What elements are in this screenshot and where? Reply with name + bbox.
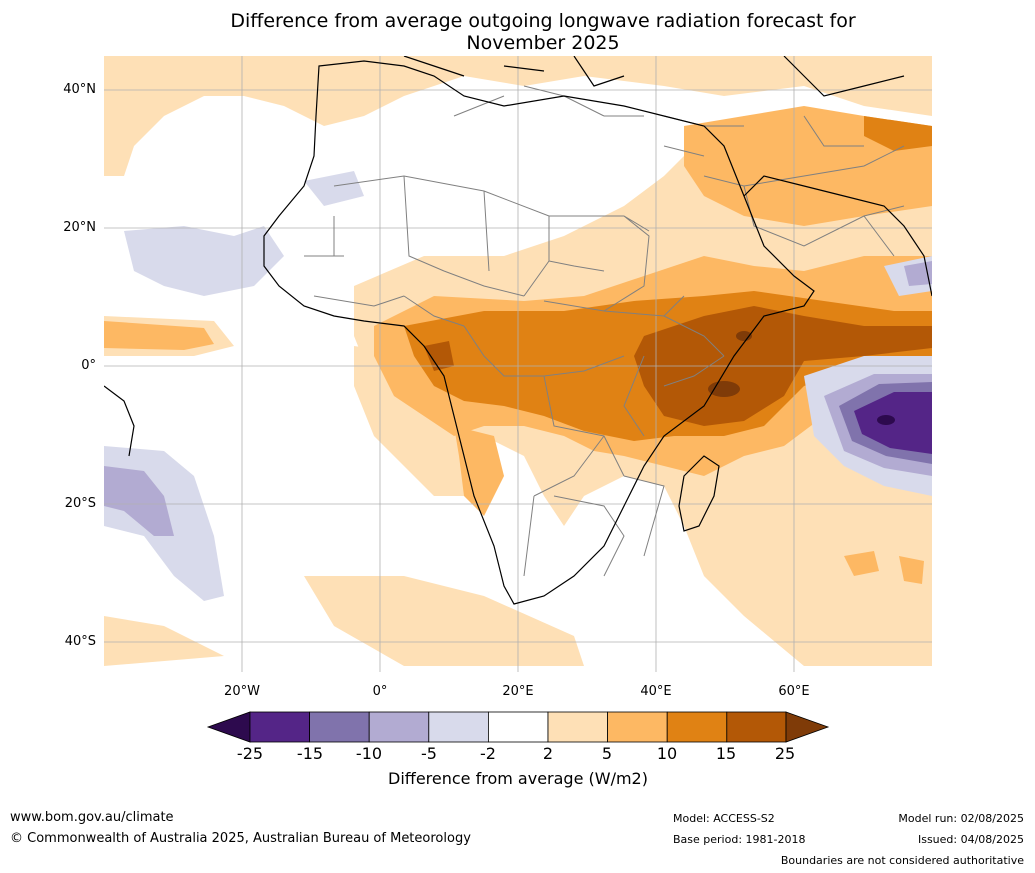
colorbar-tick: 25 bbox=[774, 744, 796, 763]
map-gridlines bbox=[104, 56, 932, 672]
colorbar-extend-high bbox=[785, 711, 830, 743]
lat-label-40n: 40°N bbox=[63, 82, 96, 97]
map-canvas bbox=[104, 56, 932, 672]
colorbar-tick: 2 bbox=[542, 744, 554, 763]
footer-model: Model: ACCESS-S2 bbox=[673, 812, 775, 825]
lon-label-20e: 20°E bbox=[502, 684, 534, 699]
colorbar-label: Difference from average (W/m2) bbox=[388, 769, 648, 788]
footer-copyright: © Commonwealth of Australia 2025, Austra… bbox=[10, 831, 471, 846]
colorbar-tick: -5 bbox=[421, 744, 437, 763]
lat-label-0: 0° bbox=[81, 358, 96, 373]
map-title-line1: Difference from average outgoing longwav… bbox=[230, 10, 856, 32]
lat-label-20n: 20°N bbox=[63, 220, 96, 235]
lat-label-20s: 20°S bbox=[64, 496, 96, 511]
colorbar-bin bbox=[487, 711, 549, 743]
footer-model-run: Model run: 02/08/2025 bbox=[898, 812, 1024, 825]
colorbar-bin bbox=[309, 711, 370, 743]
colorbar-bin bbox=[547, 711, 608, 743]
footer-url[interactable]: www.bom.gov.au/climate bbox=[10, 810, 174, 825]
colorbar-bin bbox=[666, 711, 728, 743]
colorbar-tick: 5 bbox=[601, 744, 613, 763]
country-borders bbox=[304, 85, 905, 577]
lon-label-60e: 60°E bbox=[778, 684, 810, 699]
olr-anomaly-map bbox=[104, 56, 932, 672]
colorbar-bin bbox=[726, 711, 787, 743]
map-title-line2: November 2025 bbox=[466, 32, 620, 54]
colorbar-tick: 15 bbox=[715, 744, 737, 763]
lon-label-40e: 40°E bbox=[640, 684, 672, 699]
lat-label-40s: 40°S bbox=[64, 634, 96, 649]
colorbar-bin bbox=[607, 711, 668, 743]
colorbar-tick: 10 bbox=[656, 744, 678, 763]
footer-issued: Issued: 04/08/2025 bbox=[917, 833, 1024, 846]
colorbar-tick: -15 bbox=[296, 744, 324, 763]
anomaly-fill-neg-lt-25 bbox=[877, 415, 895, 425]
coastlines bbox=[104, 56, 932, 605]
colorbar-bin bbox=[368, 711, 430, 743]
colorbar-tick: -10 bbox=[355, 744, 383, 763]
colorbar-bin bbox=[428, 711, 489, 743]
footer-base-period: Base period: 1981-2018 bbox=[673, 833, 806, 846]
lon-label-20w: 20°W bbox=[224, 684, 260, 699]
lon-label-0: 0° bbox=[372, 684, 388, 699]
colorbar-extend-low bbox=[206, 711, 251, 743]
colorbar-tick: -2 bbox=[480, 744, 496, 763]
footer-disclaimer: Boundaries are not considered authoritat… bbox=[780, 854, 1024, 867]
map-title: Difference from average outgoing longwav… bbox=[100, 10, 986, 54]
colorbar-bin bbox=[249, 711, 310, 743]
colorbar-tick: -25 bbox=[236, 744, 264, 763]
